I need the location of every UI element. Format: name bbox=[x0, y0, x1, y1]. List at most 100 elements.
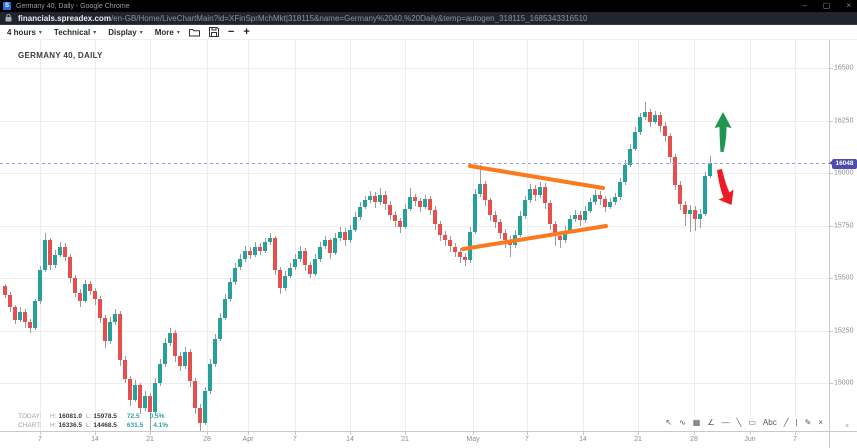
candle bbox=[148, 395, 152, 413]
legend-today-high: 16081.0 bbox=[58, 413, 83, 420]
candle bbox=[428, 199, 432, 210]
candle bbox=[378, 195, 382, 203]
tool-text-icon[interactable]: Abc bbox=[762, 418, 777, 427]
candle bbox=[133, 385, 137, 400]
date-tick bbox=[473, 432, 474, 435]
candle bbox=[493, 215, 497, 223]
candle bbox=[223, 299, 227, 318]
padlock-icon[interactable] bbox=[5, 14, 12, 22]
menu-display[interactable]: Display ▾ bbox=[108, 28, 142, 37]
candle bbox=[113, 313, 117, 323]
tool-delete-icon[interactable]: × bbox=[818, 418, 823, 427]
date-label: 21 bbox=[146, 436, 154, 443]
maximize-icon[interactable]: ▢ bbox=[822, 1, 831, 10]
candle bbox=[203, 391, 207, 423]
candle bbox=[318, 246, 322, 260]
legend-row-today: TODAY: H: 16081.0 L: 15978.5 72.5 0.5% bbox=[18, 413, 168, 422]
date-label: 28 bbox=[203, 436, 211, 443]
candle bbox=[118, 313, 122, 360]
candle bbox=[658, 115, 662, 126]
candle bbox=[623, 164, 627, 183]
candle bbox=[168, 332, 172, 344]
date-tick bbox=[694, 432, 695, 435]
axis-close-icon[interactable]: × bbox=[845, 423, 850, 430]
tool-trend-line-icon[interactable]: ╲ bbox=[736, 418, 742, 427]
candle bbox=[388, 204, 392, 215]
symbol-label: GERMANY 40, DAILY bbox=[18, 51, 103, 60]
address-bar[interactable]: financials.spreadex.com/en-GB/Home/LiveC… bbox=[0, 12, 857, 25]
site-favicon: S bbox=[3, 2, 11, 10]
tool-angle-measure-icon[interactable]: ∠ bbox=[707, 418, 715, 427]
date-label: 7 bbox=[525, 436, 529, 443]
date-tick bbox=[295, 432, 296, 435]
horizontal-gridline bbox=[0, 331, 829, 332]
vertical-gridline bbox=[40, 40, 41, 431]
open-folder-icon[interactable] bbox=[188, 28, 200, 37]
tool-horizontal-line-icon[interactable]: — bbox=[721, 418, 730, 427]
candle bbox=[23, 311, 27, 323]
tool-pencil-icon[interactable]: ✎ bbox=[804, 418, 812, 427]
date-label: 7 bbox=[793, 436, 797, 443]
window-title: Germany 40, Daily - Google Chrome bbox=[16, 2, 130, 10]
close-icon[interactable]: × bbox=[846, 1, 851, 10]
minimize-icon[interactable]: – bbox=[802, 1, 807, 10]
candle bbox=[58, 246, 62, 255]
candle bbox=[233, 267, 237, 283]
candle bbox=[648, 112, 652, 122]
date-label: 14 bbox=[346, 436, 354, 443]
date-label: Jun bbox=[744, 436, 756, 443]
tool-diagonal-line-icon[interactable]: ╱ bbox=[783, 418, 789, 427]
candle-wick bbox=[644, 102, 646, 120]
vertical-gridline bbox=[473, 40, 474, 431]
zoom-out-button[interactable]: − bbox=[227, 26, 235, 38]
date-label: May bbox=[466, 436, 480, 443]
candle bbox=[558, 236, 562, 241]
candle bbox=[18, 311, 22, 320]
candle bbox=[13, 307, 17, 320]
legend-h-label: H: bbox=[50, 421, 57, 429]
candle bbox=[103, 317, 107, 341]
tool-cursor-icon[interactable]: ↖ bbox=[665, 418, 673, 427]
candle bbox=[608, 202, 612, 207]
horizontal-gridline bbox=[0, 173, 829, 174]
candle bbox=[453, 246, 457, 252]
price-axis[interactable]: 16048 × 16500 16250 16000 15750 15500 15250 15… bbox=[829, 40, 857, 448]
candle bbox=[218, 317, 222, 339]
candle bbox=[358, 206, 362, 218]
candle bbox=[158, 364, 162, 383]
horizontal-gridline bbox=[0, 121, 829, 122]
vertical-gridline bbox=[248, 40, 249, 431]
candle bbox=[303, 250, 307, 266]
price-tick bbox=[830, 331, 833, 332]
date-tick bbox=[527, 432, 528, 435]
vertical-gridline bbox=[527, 40, 528, 431]
date-tick bbox=[95, 432, 96, 435]
candle bbox=[298, 250, 302, 260]
candle bbox=[308, 265, 312, 274]
plot-area[interactable] bbox=[0, 40, 829, 431]
tool-freehand-curve-icon[interactable]: ∿ bbox=[679, 418, 686, 427]
menu-display-label: Display bbox=[108, 27, 137, 37]
candle bbox=[418, 201, 422, 207]
menu-more[interactable]: More ▾ bbox=[155, 28, 180, 37]
candle bbox=[398, 221, 402, 227]
tool-rectangle-icon[interactable]: ▭ bbox=[748, 418, 756, 427]
save-icon[interactable] bbox=[208, 27, 219, 37]
candle bbox=[143, 395, 147, 409]
zoom-in-button[interactable]: + bbox=[243, 26, 250, 38]
menu-timeframe[interactable]: 4 hours ▾ bbox=[7, 28, 42, 37]
date-label: 21 bbox=[401, 436, 409, 443]
date-tick bbox=[638, 432, 639, 435]
candle bbox=[568, 219, 572, 231]
date-axis[interactable]: 7 14 21 28 Apr 7 14 21 May 7 14 21 28 Jun 7 bbox=[0, 431, 857, 448]
ohlc-legend: TODAY: H: 16081.0 L: 15978.5 72.5 0.5% C… bbox=[18, 413, 168, 430]
candle bbox=[573, 215, 577, 220]
candle bbox=[93, 290, 97, 299]
tool-grid-icon[interactable]: ▦ bbox=[692, 418, 701, 427]
vertical-gridline bbox=[295, 40, 296, 431]
menu-technical[interactable]: Technical ▾ bbox=[54, 28, 96, 37]
candle bbox=[108, 322, 112, 341]
candle bbox=[633, 132, 637, 149]
price-label: 15500 bbox=[834, 274, 854, 282]
candle bbox=[83, 284, 87, 302]
